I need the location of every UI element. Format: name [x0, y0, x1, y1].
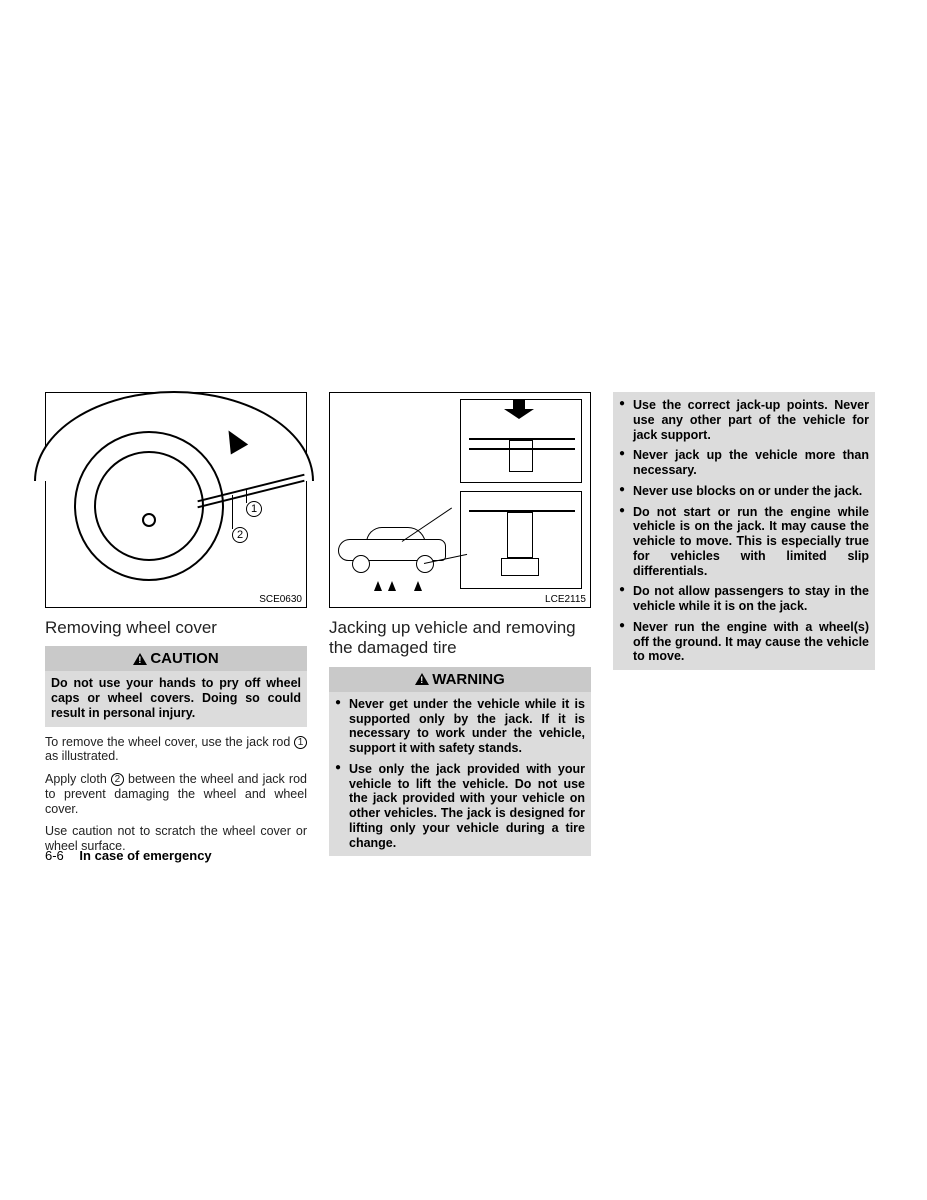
car-silhouette — [338, 525, 448, 575]
inset-bottom — [460, 491, 582, 589]
warning-item: Never use blocks on or under the jack. — [619, 484, 869, 499]
section-name: In case of emergency — [79, 848, 211, 863]
jack-body — [507, 512, 533, 558]
para-apply-cloth: Apply cloth 2 between the wheel and jack… — [45, 772, 307, 816]
warning-body: Never get under the vehicle while it is … — [329, 692, 591, 857]
car-wheel-rear — [352, 555, 370, 573]
warning-item: Never run the engine with a wheel(s) off… — [619, 620, 869, 664]
warning-item: Use the correct jack-up points. Never us… — [619, 398, 869, 442]
figure-wheel-cover: 1 2 SCE0630 — [45, 392, 307, 608]
page-number: 6-6 — [45, 848, 64, 863]
warning-list-continued: Use the correct jack-up points. Never us… — [619, 398, 869, 664]
section-title-removing-cover: Removing wheel cover — [45, 618, 307, 638]
caution-header: CAUTION — [45, 646, 307, 671]
warning-triangle-icon — [133, 653, 147, 665]
page-footer: 6-6 In case of emergency — [45, 848, 212, 863]
hub-outline — [142, 513, 156, 527]
warning-item: Never get under the vehicle while it is … — [335, 697, 585, 756]
inline-callout-2: 2 — [111, 773, 124, 786]
callout-1: 1 — [246, 501, 262, 517]
jack-point-arrow-1 — [374, 581, 382, 591]
column-2: LCE2115 Jacking up vehicle and removing … — [329, 392, 591, 856]
column-1: 1 2 SCE0630 Removing wheel cover CAUTION… — [45, 392, 307, 856]
warning-list: Never get under the vehicle while it is … — [335, 697, 585, 851]
callout-leader-1 — [246, 489, 247, 503]
caution-body: Do not use your hands to pry off wheel c… — [45, 671, 307, 726]
para-remove-cover: To remove the wheel cover, use the jack … — [45, 735, 307, 765]
warning-item: Never jack up the vehicle more than nece… — [619, 448, 869, 478]
section-title-jacking: Jacking up vehicle and removing the dama… — [329, 618, 591, 659]
warning-item: Use only the jack provided with your veh… — [335, 762, 585, 851]
callout-leader-2 — [232, 495, 233, 529]
callout-2: 2 — [232, 527, 248, 543]
caution-text: Do not use your hands to pry off wheel c… — [51, 676, 301, 720]
warning-item: Do not start or run the engine while veh… — [619, 505, 869, 579]
warning-label: WARNING — [432, 671, 505, 688]
jack-point-arrow-2 — [388, 581, 396, 591]
jack-base — [501, 558, 539, 576]
caution-label: CAUTION — [150, 650, 218, 667]
column-3: Use the correct jack-up points. Never us… — [613, 392, 875, 856]
figure-label: SCE0630 — [259, 594, 302, 605]
figure-jacking-up: LCE2115 — [329, 392, 591, 608]
wheel-cover-outline — [94, 451, 204, 561]
warning-triangle-icon — [415, 673, 429, 685]
page-content: 1 2 SCE0630 Removing wheel cover CAUTION… — [45, 392, 883, 856]
figure-label: LCE2115 — [545, 594, 586, 605]
jack-head — [509, 440, 533, 472]
warning-item: Do not allow passengers to stay in the v… — [619, 584, 869, 614]
warning-body-continued: Use the correct jack-up points. Never us… — [613, 392, 875, 670]
car-wheel-front — [416, 555, 434, 573]
warning-header: WARNING — [329, 667, 591, 692]
inline-callout-1: 1 — [294, 736, 307, 749]
jack-point-arrow-3 — [414, 581, 422, 591]
